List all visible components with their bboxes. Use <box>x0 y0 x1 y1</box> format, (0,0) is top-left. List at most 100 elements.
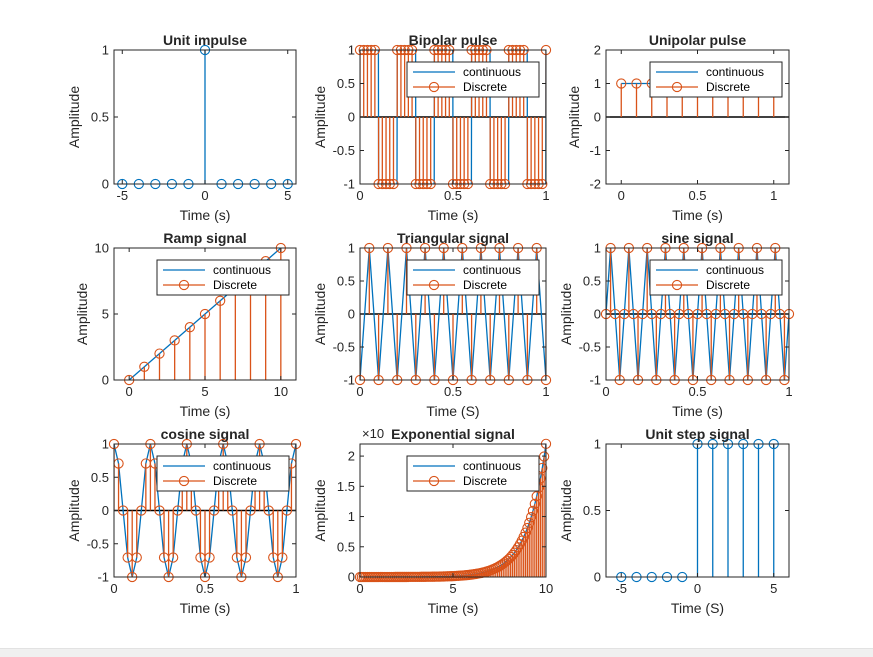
x-axis-label: Time (s) <box>428 207 479 223</box>
stem-marker <box>190 505 202 516</box>
subplot-8: 0 5 10 0 0.5 1 1.5 2 ×10 Exponential signal Time (… <box>312 426 553 616</box>
subplot-title: Bipolar pulse <box>409 32 498 48</box>
y-tick-label: 0.5 <box>337 274 355 289</box>
y-axis-label: Amplitude <box>66 479 82 541</box>
subplot-1: -5 0 5 0 0.5 1 Unit impulse Time (s) Amplitude <box>66 32 297 223</box>
stem-marker <box>277 552 288 563</box>
stem-marker <box>512 542 524 553</box>
x-tick-label: 0 <box>694 581 701 596</box>
legend-entry: Discrete <box>463 474 507 488</box>
subplot-title: sine signal <box>661 230 733 246</box>
stem-marker <box>245 505 256 516</box>
x-tick-label: 0.5 <box>688 188 706 203</box>
y-tick-label: -0.5 <box>87 536 109 551</box>
y-tick-label: 1.5 <box>337 479 355 494</box>
y-tick-label: -1 <box>343 177 355 192</box>
stem-marker <box>136 505 147 516</box>
y-tick-label: 0.5 <box>583 503 601 518</box>
y-tick-label: 0.5 <box>583 274 601 289</box>
x-tick-label: 0.5 <box>444 384 462 399</box>
stem-marker <box>503 553 514 565</box>
subplot-9: -5 0 5 0 0.5 1 Unit step signal Time (S) Amplitu… <box>558 426 790 616</box>
y-tick-label: 1 <box>594 76 601 91</box>
legend-marker <box>671 279 683 291</box>
legend-entry: continuous <box>213 263 271 277</box>
y-tick-label: 0 <box>102 177 109 192</box>
y-tick-label: -0.5 <box>579 340 601 355</box>
legend-entry: Discrete <box>463 278 507 292</box>
y-tick-label: -1 <box>589 143 601 158</box>
y-tick-label: 1 <box>348 509 355 524</box>
x-tick-label: 1 <box>785 384 792 399</box>
legend-entry: continuous <box>213 459 271 473</box>
stem-marker <box>167 552 179 563</box>
stem-marker <box>154 348 165 359</box>
stem-marker <box>169 335 180 346</box>
y-tick-label: 0 <box>102 503 109 518</box>
y-tick-label: -1 <box>97 570 109 585</box>
y-tick-label: 0 <box>594 570 601 585</box>
legend-entry: continuous <box>463 459 521 473</box>
y-tick-label: 1 <box>348 241 355 256</box>
y-tick-label: 1 <box>594 241 601 256</box>
subplot-title: Ramp signal <box>163 230 246 246</box>
x-tick-label: 10 <box>274 384 288 399</box>
x-tick-label: 5 <box>284 188 291 203</box>
stem-marker <box>509 547 520 558</box>
stem-marker <box>215 295 226 306</box>
subplot-4: 0 5 10 0 5 10 Ramp signal Time (s) Amplitude cont… <box>74 230 297 419</box>
x-tick-label: 5 <box>449 581 456 596</box>
legend-entry: continuous <box>706 263 764 277</box>
subplot-title: Unit step signal <box>645 426 749 442</box>
stem-marker <box>131 552 142 563</box>
legend-marker <box>428 81 440 93</box>
subplot-6: 0 0.5 1 -1 -0.5 0 0.5 1 sine signal Time (s) Ampli… <box>558 230 795 419</box>
y-tick-label: 1 <box>348 43 355 58</box>
x-tick-label: 1 <box>292 581 299 596</box>
legend-entry: Discrete <box>463 80 507 94</box>
y-tick-label: 1 <box>594 437 601 452</box>
plot-marks <box>360 50 546 184</box>
legend-marker <box>428 279 440 291</box>
x-axis-label: Time (s) <box>672 207 723 223</box>
y-tick-label: 0 <box>594 307 601 322</box>
y-tick-label: 0 <box>348 110 355 125</box>
stem-marker <box>240 552 252 563</box>
subplot-3: 0 0.5 1 -2 -1 0 1 2 Unipolar pulse Time (s) Amplit… <box>566 32 790 223</box>
x-tick-label: 5 <box>201 384 208 399</box>
x-axis-label: Time (S) <box>426 403 479 419</box>
stem-marker <box>184 322 195 333</box>
stem-marker <box>616 78 627 89</box>
x-tick-label: 0.5 <box>688 384 706 399</box>
y-axis-label: Amplitude <box>558 479 574 541</box>
y-tick-label: 0.5 <box>91 110 109 125</box>
stem-marker <box>281 505 293 516</box>
x-axis-label: Time (s) <box>428 600 479 616</box>
x-tick-label: 0 <box>356 384 363 399</box>
y-exponent-label: ×10 <box>362 426 384 441</box>
stem-marker <box>263 505 274 516</box>
y-tick-label: 0 <box>102 373 109 388</box>
stem-marker <box>139 361 150 372</box>
y-tick-label: 0.5 <box>337 539 355 554</box>
x-tick-label: 0.5 <box>196 581 214 596</box>
legend-marker <box>178 279 190 291</box>
x-tick-label: 1 <box>542 384 549 399</box>
stem-marker <box>529 498 540 510</box>
y-tick-label: 0 <box>348 307 355 322</box>
legend-entry: Discrete <box>213 474 257 488</box>
stem-marker <box>538 451 550 462</box>
stem-marker <box>524 517 535 529</box>
window-status-strip <box>0 648 873 657</box>
stem-marker <box>199 308 211 320</box>
plot-marks <box>696 444 775 577</box>
legend-entry: continuous <box>706 65 764 79</box>
x-tick-label: 0 <box>618 188 625 203</box>
subplot-title: Exponential signal <box>391 426 515 442</box>
y-tick-label: 1 <box>102 43 109 58</box>
x-tick-label: 0 <box>110 581 117 596</box>
y-axis-label: Amplitude <box>66 86 82 148</box>
